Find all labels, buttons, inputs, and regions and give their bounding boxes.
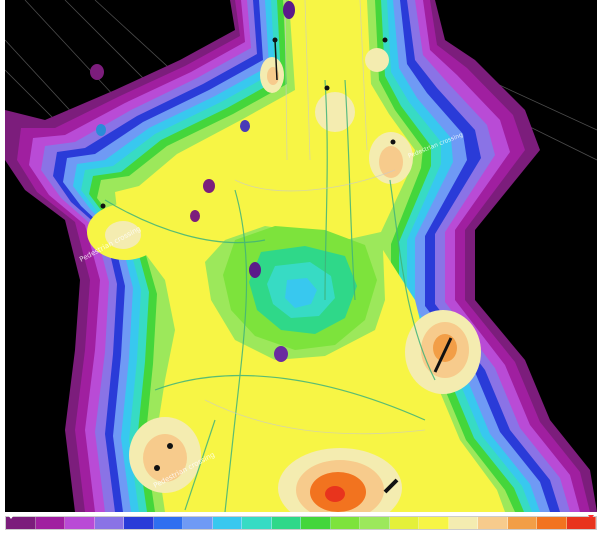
legend-swatch xyxy=(448,517,478,529)
hotspot-bottom-left-core xyxy=(143,434,187,482)
central-aqua-core xyxy=(285,278,317,308)
legend-swatch xyxy=(537,517,567,529)
legend-swatch xyxy=(65,517,95,529)
legend-swatch xyxy=(183,517,213,529)
pole-arm xyxy=(383,478,399,494)
left-upper-pale xyxy=(105,221,141,249)
legend-swatch xyxy=(35,517,65,529)
luminaire-icon xyxy=(274,346,288,362)
legend-swatch xyxy=(566,517,596,529)
hotspot-top-3 xyxy=(315,92,355,132)
hotspot-top-4-core xyxy=(379,146,403,178)
legend-low-marker xyxy=(8,515,14,519)
luminaire-icon xyxy=(283,1,295,19)
illuminance-heatmap-view[interactable]: Pedestrian crossing Pedestrian crossing … xyxy=(5,0,597,512)
legend-swatch xyxy=(389,517,419,529)
legend-swatch xyxy=(153,517,183,529)
luminaire-icon xyxy=(96,124,106,136)
contour-level-11 xyxy=(115,0,505,512)
hotspot-bottom-center-red xyxy=(325,486,345,502)
luminaire-icon xyxy=(190,210,200,222)
luminaire-icon xyxy=(203,179,215,193)
centre-lines xyxy=(204,0,426,435)
legend-high-marker xyxy=(588,515,594,519)
legend-swatch xyxy=(94,517,124,529)
pole-marker xyxy=(167,443,173,449)
legend-swatch xyxy=(330,517,360,529)
color-scale-legend xyxy=(5,515,597,530)
pole-marker xyxy=(382,37,388,43)
light-poles xyxy=(100,37,453,494)
legend-swatch xyxy=(271,517,301,529)
legend-swatch xyxy=(6,517,36,529)
legend-swatch xyxy=(360,517,390,529)
legend-swatch xyxy=(242,517,272,529)
pole-arm xyxy=(433,337,453,373)
luminaire-icon xyxy=(249,262,261,278)
pole-marker xyxy=(390,139,396,145)
legend-swatch xyxy=(301,517,331,529)
hotspot-top-2 xyxy=(365,48,389,72)
legend-swatch xyxy=(124,517,154,529)
legend-swatch xyxy=(507,517,537,529)
pole-marker xyxy=(100,203,106,209)
contour-layers xyxy=(5,0,597,512)
pole-arm xyxy=(274,39,278,81)
legend-swatch xyxy=(212,517,242,529)
pole-marker xyxy=(324,85,330,91)
road-kerb-lines xyxy=(104,79,436,512)
heatmap-canvas: Pedestrian crossing Pedestrian crossing … xyxy=(5,0,597,512)
luminaire-symbols xyxy=(90,1,295,362)
legend-swatch xyxy=(478,517,508,529)
pole-marker xyxy=(154,465,160,471)
luminaire-icon xyxy=(240,120,250,132)
legend-swatch xyxy=(419,517,449,529)
luminaire-icon xyxy=(90,64,104,80)
